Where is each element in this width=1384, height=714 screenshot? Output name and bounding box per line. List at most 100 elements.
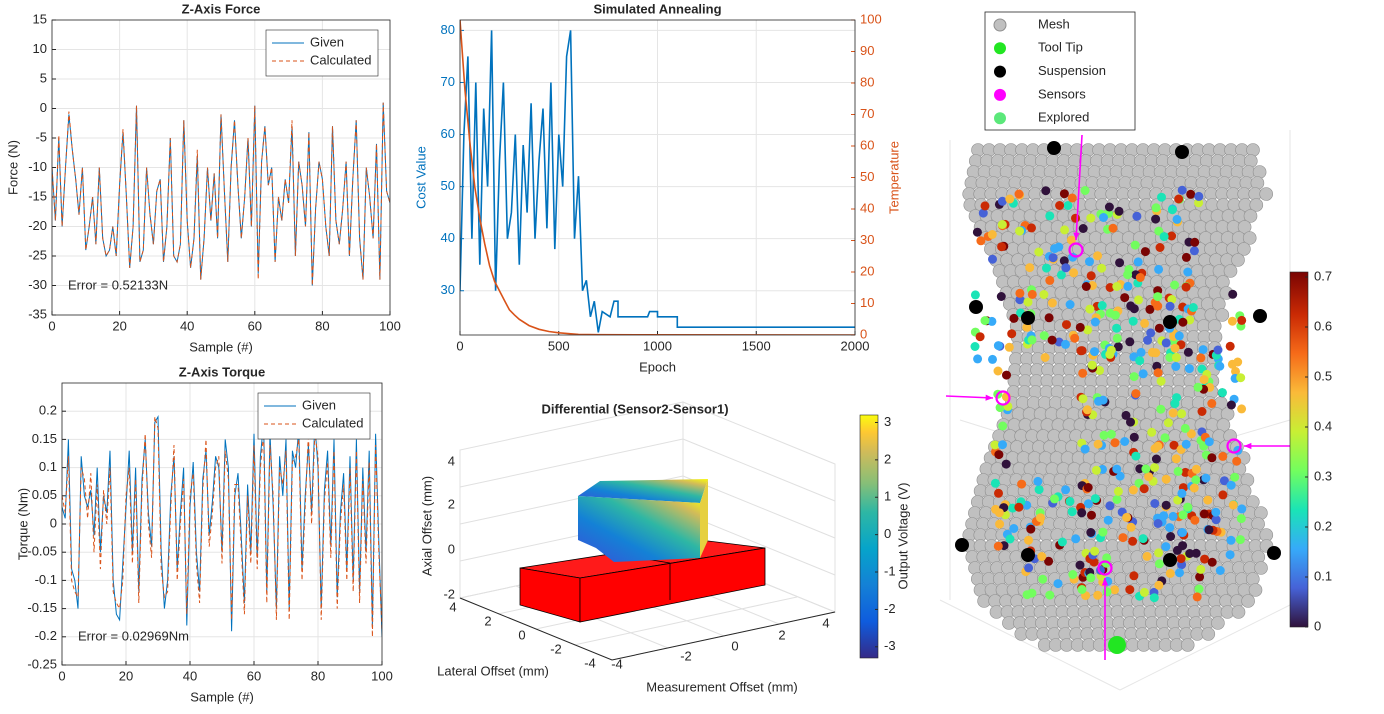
x-axis-label: Sample (#) bbox=[189, 339, 253, 354]
explored-point bbox=[994, 542, 1003, 551]
legend-label: Mesh bbox=[1038, 16, 1070, 31]
chart-title: Differential (Sensor2-Sensor1) bbox=[541, 401, 728, 416]
tool-tip-point bbox=[1108, 636, 1126, 654]
explored-point bbox=[1177, 409, 1186, 418]
explored-point bbox=[1014, 503, 1023, 512]
explored-point bbox=[1071, 534, 1080, 543]
colorbar-tick-label: 1 bbox=[884, 489, 891, 504]
explored-point bbox=[1070, 334, 1079, 343]
explored-point bbox=[1078, 346, 1087, 355]
suspension-point bbox=[1021, 311, 1035, 325]
explored-point bbox=[1026, 525, 1035, 534]
explored-point bbox=[1157, 193, 1166, 202]
explored-point bbox=[1178, 528, 1187, 537]
explored-point bbox=[1120, 437, 1129, 446]
explored-point bbox=[1112, 282, 1121, 291]
explored-point bbox=[994, 489, 1003, 498]
legend-label: Suspension bbox=[1038, 63, 1106, 78]
explored-point bbox=[1141, 247, 1150, 256]
explored-point bbox=[1237, 316, 1246, 325]
explored-point bbox=[1007, 329, 1016, 338]
explored-point bbox=[1175, 331, 1184, 340]
explored-point bbox=[1062, 320, 1071, 329]
y2-tick-label: 10 bbox=[860, 295, 874, 310]
y-tick-label: -5 bbox=[35, 129, 47, 144]
explored-point bbox=[1207, 453, 1216, 462]
explored-point bbox=[1145, 305, 1154, 314]
legend-label: Tool Tip bbox=[1038, 40, 1083, 55]
explored-point bbox=[1184, 348, 1193, 357]
explored-point bbox=[1045, 313, 1054, 322]
explored-point bbox=[1208, 558, 1217, 567]
explored-point bbox=[1098, 528, 1107, 537]
explored-point bbox=[1077, 508, 1086, 517]
explored-point bbox=[1104, 516, 1113, 525]
explored-point bbox=[1205, 525, 1214, 534]
y-tick-label: 15 bbox=[33, 11, 47, 26]
mesh-point bbox=[1242, 595, 1255, 608]
explored-point bbox=[1050, 494, 1059, 503]
explored-point bbox=[1005, 195, 1014, 204]
explored-point bbox=[1076, 323, 1085, 332]
explored-point bbox=[1045, 276, 1054, 285]
explored-point bbox=[1055, 201, 1064, 210]
explored-point bbox=[1040, 331, 1049, 340]
explored-point bbox=[1181, 424, 1190, 433]
explored-point bbox=[1150, 593, 1159, 602]
explored-point bbox=[976, 332, 985, 341]
explored-point bbox=[998, 422, 1007, 431]
explored-point bbox=[1098, 301, 1107, 310]
legend-marker bbox=[994, 19, 1006, 31]
explored-point bbox=[1198, 407, 1207, 416]
explored-point bbox=[1002, 371, 1011, 380]
explored-point bbox=[988, 355, 997, 364]
explored-point bbox=[1126, 418, 1135, 427]
explored-point bbox=[1085, 305, 1094, 314]
explored-point bbox=[1190, 484, 1199, 493]
explored-point bbox=[1153, 292, 1162, 301]
y2-tick-label: 60 bbox=[860, 137, 874, 152]
explored-point bbox=[1196, 353, 1205, 362]
explored-point bbox=[1218, 452, 1227, 461]
y-tick-label: -20 bbox=[28, 218, 47, 233]
x-tick-label: 2 bbox=[778, 627, 785, 642]
y-tick-label: 5 bbox=[40, 70, 47, 85]
explored-point bbox=[1127, 523, 1136, 532]
explored-point bbox=[973, 228, 982, 237]
explored-point bbox=[1103, 587, 1112, 596]
y-axis-label: Cost Value bbox=[413, 146, 428, 209]
x-axis-label: Sample (#) bbox=[190, 689, 254, 704]
explored-point bbox=[1129, 486, 1138, 495]
explored-point bbox=[1038, 575, 1047, 584]
explored-point bbox=[1113, 495, 1122, 504]
explored-point bbox=[1143, 336, 1152, 345]
explored-point bbox=[1200, 375, 1209, 384]
x-tick-label: 0 bbox=[58, 668, 65, 683]
explored-point bbox=[1192, 465, 1201, 474]
explored-point bbox=[1093, 591, 1102, 600]
y2-tick-label: 90 bbox=[860, 43, 874, 58]
colorbar-tick-label: -3 bbox=[884, 638, 896, 653]
colorbar-tick-label: 0.7 bbox=[1314, 268, 1332, 283]
explored-point bbox=[1087, 271, 1096, 280]
explored-point bbox=[1134, 295, 1143, 304]
suspension-point bbox=[1253, 309, 1267, 323]
explored-point bbox=[1005, 343, 1014, 352]
explored-point bbox=[1034, 248, 1043, 257]
explored-point bbox=[1196, 565, 1205, 574]
explored-point bbox=[1060, 225, 1069, 234]
explored-point bbox=[1140, 484, 1149, 493]
x-tick-label: 20 bbox=[112, 318, 126, 333]
y-axis-label: Lateral Offset (mm) bbox=[437, 663, 549, 678]
explored-point bbox=[1182, 283, 1191, 292]
y-tick-label: 0.1 bbox=[39, 459, 57, 474]
explored-point bbox=[1131, 389, 1140, 398]
explored-point bbox=[997, 292, 1006, 301]
x-axis-label: Measurement Offset (mm) bbox=[646, 679, 797, 694]
explored-point bbox=[1156, 243, 1165, 252]
explored-point bbox=[1203, 496, 1212, 505]
colorbar-tick-label: 0.1 bbox=[1314, 568, 1332, 583]
explored-point bbox=[1054, 579, 1063, 588]
colorbar-tick-label: 0.4 bbox=[1314, 418, 1332, 433]
colorbar-tick-label: -2 bbox=[884, 601, 896, 616]
